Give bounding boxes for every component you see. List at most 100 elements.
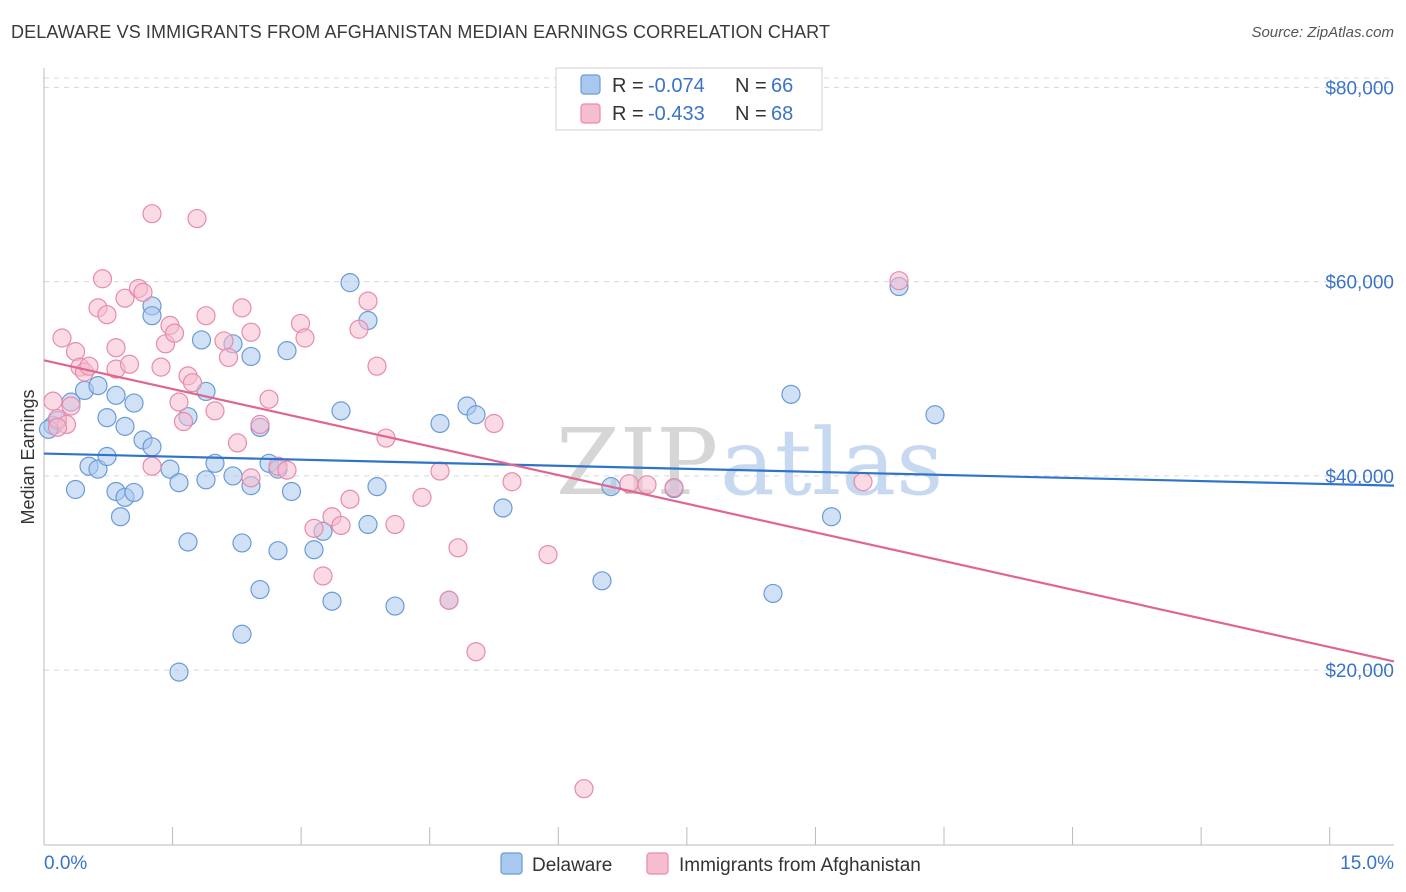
legend-swatch-afghan [580,103,601,124]
delaware-point-56 [493,498,513,518]
delaware-point-13 [142,437,162,457]
delaware-point-37 [178,532,198,552]
series-legend: Delaware Immigrants from Afghanistan [500,852,921,876]
bottom-legend-swatch-afghan [646,852,669,875]
watermark: ZIP atlas [556,409,943,516]
afghan-point-53 [439,590,459,610]
afghan-point-59 [574,779,594,799]
x-tick-label-max: 15.0% [1340,853,1394,874]
delaware-point-18 [110,507,131,527]
delaware-point-20 [169,473,189,493]
afghan-point-31 [218,347,239,368]
afghan-point-62 [664,477,684,498]
delaware-point-60 [763,583,783,604]
afghan-point-61 [637,475,657,495]
delaware-point-14 [65,479,86,500]
delaware-point-57 [592,571,612,591]
afghan-point-3 [61,396,81,416]
afghan-point-34 [241,322,261,342]
afghan-point-63 [853,472,873,492]
afghan-point-50 [385,514,405,535]
afghan-point-35 [250,414,270,435]
delaware-point-33 [241,346,261,367]
delaware-point-5 [106,385,126,405]
delaware-point-55 [466,405,486,425]
legend-n-value-delaware: 66 [771,75,793,97]
afghan-point-0 [43,391,63,411]
delaware-point-61 [781,384,801,404]
delaware-point-23 [223,466,243,486]
trend-lines [43,359,1395,663]
afghan-point-15 [119,354,140,374]
delaware-point-38 [232,533,252,553]
afghan-point-42 [313,566,333,586]
delaware-point-41 [232,624,252,644]
delaware-point-40 [250,579,270,600]
legend-r-value-afghan: -0.433 [648,103,705,125]
afghan-point-48 [367,356,387,376]
afghan-point-30 [214,331,234,351]
delaware-point-62 [821,507,842,527]
y-tick-label-20000: $20,000 [1325,661,1394,682]
watermark-zip: ZIP [556,409,718,516]
afghan-point-36 [259,389,279,409]
afghan-point-51 [412,487,432,507]
legend-r-value-delaware: -0.074 [648,75,705,97]
delaware-point-45 [322,591,342,611]
afghan-point-32 [227,433,248,453]
afghan-point-46 [349,319,369,339]
afghan-point-19 [151,357,171,377]
gridlines [44,77,1394,671]
y-axis-tick-labels: $20,000 $40,000 $60,000 $80,000 [1325,78,1394,682]
afghan-point-41 [304,518,324,538]
afghan-point-10 [92,269,113,289]
y-tick-label-60000: $60,000 [1325,273,1394,294]
afghan-point-18 [142,204,162,224]
delaware-point-52 [430,413,450,434]
bottom-legend-label-afghan: Immigrants from Afghanistan [679,855,921,876]
correlation-legend: R = -0.074 N = 66 R = -0.433 N = 68 [555,67,823,131]
afghan-trend-line [43,359,1395,663]
afghan-point-66 [142,456,162,476]
delaware-point-42 [169,662,189,682]
legend-r-label-delaware: R = [612,75,644,97]
delaware-point-7 [88,375,108,396]
legend-r-label-afghan: R = [612,103,644,125]
y-axis-label: Median Earnings [18,389,38,524]
afghan-point-54 [448,538,468,558]
legend-n-label-delaware: N = [735,75,767,97]
afghan-point-11 [97,305,117,325]
legend-swatch-delaware [580,74,601,95]
delaware-point-36 [142,306,162,326]
afghan-point-22 [164,323,185,343]
afghan-point-27 [187,208,207,229]
delaware-point-21 [196,470,216,490]
afghan-point-17 [133,282,153,302]
afghan-point-23 [169,392,189,412]
afghan-point-33 [232,298,252,318]
x-axis-ticks [43,827,1331,845]
afghan-point-57 [502,472,522,492]
delaware-point-4 [97,408,117,428]
legend-n-value-afghan: 68 [771,103,793,125]
delaware-point-46 [331,401,351,421]
afghan-point-67 [241,468,261,488]
afghan-point-28 [196,306,216,326]
delaware-point-43 [304,540,324,560]
afghan-point-14 [115,288,135,308]
afghan-point-65 [47,417,68,437]
delaware-point-6 [115,416,135,436]
watermark-atlas: atlas [720,409,943,516]
afghan-point-12 [106,338,126,358]
y-tick-label-40000: $40,000 [1325,467,1394,488]
delaware-point-47 [340,273,360,293]
delaware-point-39 [268,541,288,561]
delaware-point-28 [281,481,302,502]
afghan-point-55 [466,642,486,662]
delaware-point-49 [358,514,378,535]
y-tick-label-80000: $80,000 [1325,78,1394,99]
afghan-point-45 [340,489,360,509]
afghan-point-25 [182,373,203,393]
delaware-point-11 [97,446,117,467]
